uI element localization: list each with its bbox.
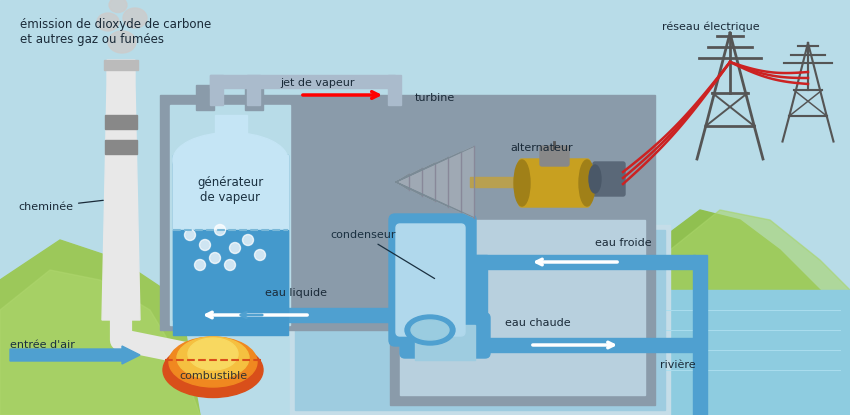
Polygon shape: [0, 270, 200, 415]
Bar: [104, 60, 138, 70]
Text: turbine: turbine: [415, 93, 456, 103]
Ellipse shape: [123, 8, 147, 28]
Bar: [170, 105, 290, 325]
Text: réseau électrique: réseau électrique: [662, 22, 760, 32]
Text: cheminée: cheminée: [18, 200, 103, 212]
Bar: [693, 255, 707, 352]
Polygon shape: [600, 210, 850, 415]
Bar: [247, 75, 260, 105]
Text: eau liquide: eau liquide: [265, 288, 327, 298]
Ellipse shape: [589, 165, 601, 193]
Circle shape: [184, 229, 196, 241]
FancyBboxPatch shape: [540, 146, 569, 166]
Bar: [175, 308, 400, 322]
Bar: [196, 85, 214, 110]
Text: entrée d'air: entrée d'air: [10, 340, 75, 350]
Bar: [390, 95, 655, 405]
Text: condenseur: condenseur: [330, 230, 434, 278]
Polygon shape: [396, 163, 435, 201]
Bar: [245, 85, 263, 110]
Circle shape: [254, 249, 265, 261]
Bar: [105, 115, 137, 129]
Polygon shape: [396, 146, 474, 217]
Polygon shape: [102, 60, 140, 320]
Bar: [470, 177, 525, 187]
FancyBboxPatch shape: [519, 159, 590, 207]
Bar: [475, 338, 695, 352]
Text: alternateur: alternateur: [510, 143, 573, 153]
Text: émission de dioxyde de carbone
et autres gaz ou fumées: émission de dioxyde de carbone et autres…: [20, 18, 212, 46]
Polygon shape: [396, 168, 422, 195]
Ellipse shape: [169, 337, 257, 387]
Bar: [210, 75, 395, 88]
Bar: [475, 255, 695, 269]
Bar: [415, 325, 475, 360]
FancyBboxPatch shape: [593, 162, 625, 196]
Bar: [210, 75, 223, 105]
Ellipse shape: [173, 132, 288, 188]
Ellipse shape: [405, 315, 455, 345]
Polygon shape: [396, 158, 448, 207]
Circle shape: [200, 239, 211, 251]
Ellipse shape: [97, 13, 119, 31]
FancyBboxPatch shape: [389, 214, 476, 346]
Text: combustible: combustible: [179, 371, 247, 381]
Bar: [693, 352, 707, 415]
Bar: [295, 230, 665, 410]
Text: générateur
de vapeur: générateur de vapeur: [197, 176, 264, 204]
Text: eau chaude: eau chaude: [505, 318, 570, 328]
Ellipse shape: [411, 320, 449, 340]
Bar: [388, 75, 401, 105]
FancyBboxPatch shape: [400, 313, 490, 358]
Bar: [173, 155, 288, 230]
Circle shape: [224, 259, 235, 271]
Bar: [160, 95, 395, 330]
Circle shape: [209, 252, 220, 264]
Bar: [105, 140, 137, 154]
Polygon shape: [0, 240, 200, 415]
Ellipse shape: [188, 338, 238, 370]
Ellipse shape: [163, 342, 263, 398]
Polygon shape: [396, 152, 461, 212]
Ellipse shape: [108, 31, 136, 53]
Ellipse shape: [175, 135, 286, 185]
Text: rivière: rivière: [660, 360, 695, 370]
Ellipse shape: [109, 0, 127, 12]
Circle shape: [242, 234, 253, 246]
Circle shape: [214, 225, 225, 235]
Bar: [215, 115, 247, 163]
Bar: [400, 220, 645, 395]
Bar: [640, 290, 850, 415]
Text: jet de vapeur: jet de vapeur: [280, 78, 354, 88]
Polygon shape: [396, 174, 409, 190]
Bar: [473, 255, 487, 352]
Bar: [173, 155, 288, 320]
FancyArrow shape: [10, 346, 140, 364]
Polygon shape: [640, 210, 850, 415]
Ellipse shape: [514, 160, 530, 206]
FancyBboxPatch shape: [396, 224, 465, 336]
Bar: [173, 230, 288, 335]
Circle shape: [230, 242, 241, 254]
Bar: [290, 225, 670, 415]
Ellipse shape: [177, 337, 249, 379]
Circle shape: [195, 259, 206, 271]
Ellipse shape: [579, 160, 595, 206]
Text: eau froide: eau froide: [595, 238, 652, 248]
